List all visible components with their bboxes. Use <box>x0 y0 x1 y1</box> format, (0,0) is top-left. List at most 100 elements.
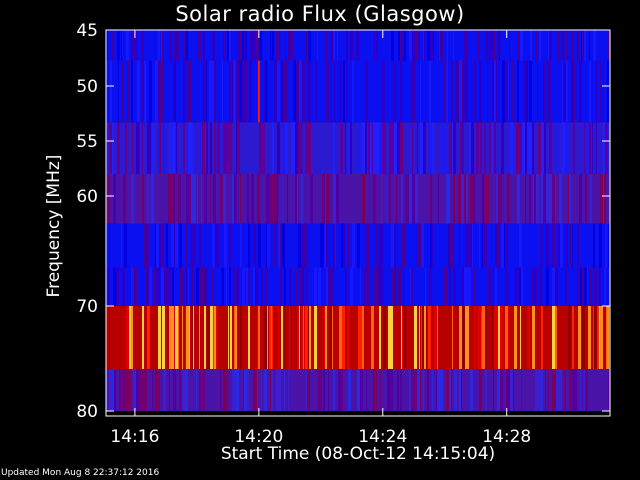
band-stripe <box>188 267 189 306</box>
band-stripe <box>488 267 491 306</box>
band-stripe <box>474 306 475 369</box>
band-stripe <box>405 174 408 224</box>
band-stripe <box>242 60 245 123</box>
band-stripe <box>582 30 584 61</box>
band-stripe <box>204 174 207 224</box>
band-stripe <box>210 122 212 174</box>
band-stripe <box>214 122 216 174</box>
band-stripe <box>470 223 472 268</box>
band-stripe <box>125 369 127 411</box>
band-stripe <box>196 267 199 306</box>
band-stripe <box>276 369 278 411</box>
band-stripe <box>481 306 482 369</box>
band-stripe <box>232 369 235 411</box>
band-stripe <box>176 30 179 61</box>
band-stripe <box>133 174 134 224</box>
band-stripe <box>272 122 274 174</box>
band-stripe <box>479 60 482 123</box>
band-stripe <box>261 267 263 306</box>
band-stripe <box>403 267 404 306</box>
band-stripe <box>371 306 374 369</box>
band-stripe <box>124 223 127 268</box>
band-stripe <box>109 306 110 369</box>
plot-frame <box>105 29 611 417</box>
band-stripe <box>182 369 185 411</box>
band-stripe <box>186 174 189 224</box>
band-stripe <box>243 267 245 306</box>
band-stripe <box>548 369 549 411</box>
band-stripe <box>221 267 222 306</box>
band-stripe <box>464 174 466 224</box>
band-background <box>106 60 610 123</box>
band-stripe <box>133 369 136 411</box>
band-stripe <box>561 369 562 411</box>
band-stripe <box>147 122 150 174</box>
band-stripe <box>251 174 254 224</box>
band-stripe <box>308 60 311 123</box>
band-stripe <box>325 30 328 61</box>
band-stripe <box>304 223 307 268</box>
band-stripe <box>367 267 368 306</box>
band-stripe <box>191 174 193 224</box>
band-stripe <box>168 174 170 224</box>
band-stripe <box>403 30 406 61</box>
band-stripe <box>240 30 242 61</box>
band-stripe <box>183 30 185 61</box>
band-stripe <box>122 60 124 123</box>
band-stripe <box>398 122 400 174</box>
band-stripe <box>593 223 595 268</box>
band-stripe <box>608 223 609 268</box>
band-stripe <box>264 369 267 411</box>
band-stripe <box>504 223 505 268</box>
band-stripe <box>323 174 325 224</box>
band-stripe <box>149 60 152 123</box>
band-stripe <box>161 223 164 268</box>
band-stripe <box>156 267 157 306</box>
band-stripe <box>110 60 112 123</box>
band-stripe <box>498 223 500 268</box>
band-stripe <box>599 223 602 268</box>
band-stripe <box>493 267 494 306</box>
band-stripe <box>206 60 207 123</box>
band-stripe <box>281 306 283 369</box>
band-stripe <box>449 369 451 411</box>
band-stripe <box>555 174 556 224</box>
band-stripe <box>350 30 353 61</box>
band-stripe <box>223 122 226 174</box>
band-stripe <box>299 60 302 123</box>
band-stripe <box>386 174 387 224</box>
band-stripe <box>381 174 382 224</box>
band-stripe <box>191 122 193 174</box>
band-stripe <box>424 30 425 61</box>
band-stripe <box>525 174 526 224</box>
band-stripe <box>490 30 493 61</box>
band-stripe <box>295 122 298 174</box>
band-stripe <box>214 60 216 123</box>
band-stripe <box>183 122 185 174</box>
band-stripe <box>252 30 255 61</box>
band-stripe <box>210 306 213 369</box>
band-stripe <box>535 30 538 61</box>
band-stripe <box>308 122 311 174</box>
band-stripe <box>579 60 581 123</box>
band-stripe <box>223 174 226 224</box>
band-stripe <box>306 267 308 306</box>
band-stripe <box>108 267 110 306</box>
band-stripe <box>351 60 352 123</box>
band-stripe <box>232 60 233 123</box>
band-stripe <box>270 30 271 61</box>
band-stripe <box>325 306 327 369</box>
band-stripe <box>429 267 432 306</box>
band-stripe <box>555 306 557 369</box>
band-stripe <box>273 174 274 224</box>
band-stripe <box>222 267 224 306</box>
band-stripe <box>299 306 300 369</box>
band-stripe <box>452 122 453 174</box>
band-stripe <box>300 306 301 369</box>
band-stripe <box>276 30 278 61</box>
band-stripe <box>326 60 329 123</box>
band-stripe <box>228 306 229 369</box>
band-stripe <box>546 174 549 224</box>
band-stripe <box>147 306 150 369</box>
band-stripe <box>607 30 610 61</box>
